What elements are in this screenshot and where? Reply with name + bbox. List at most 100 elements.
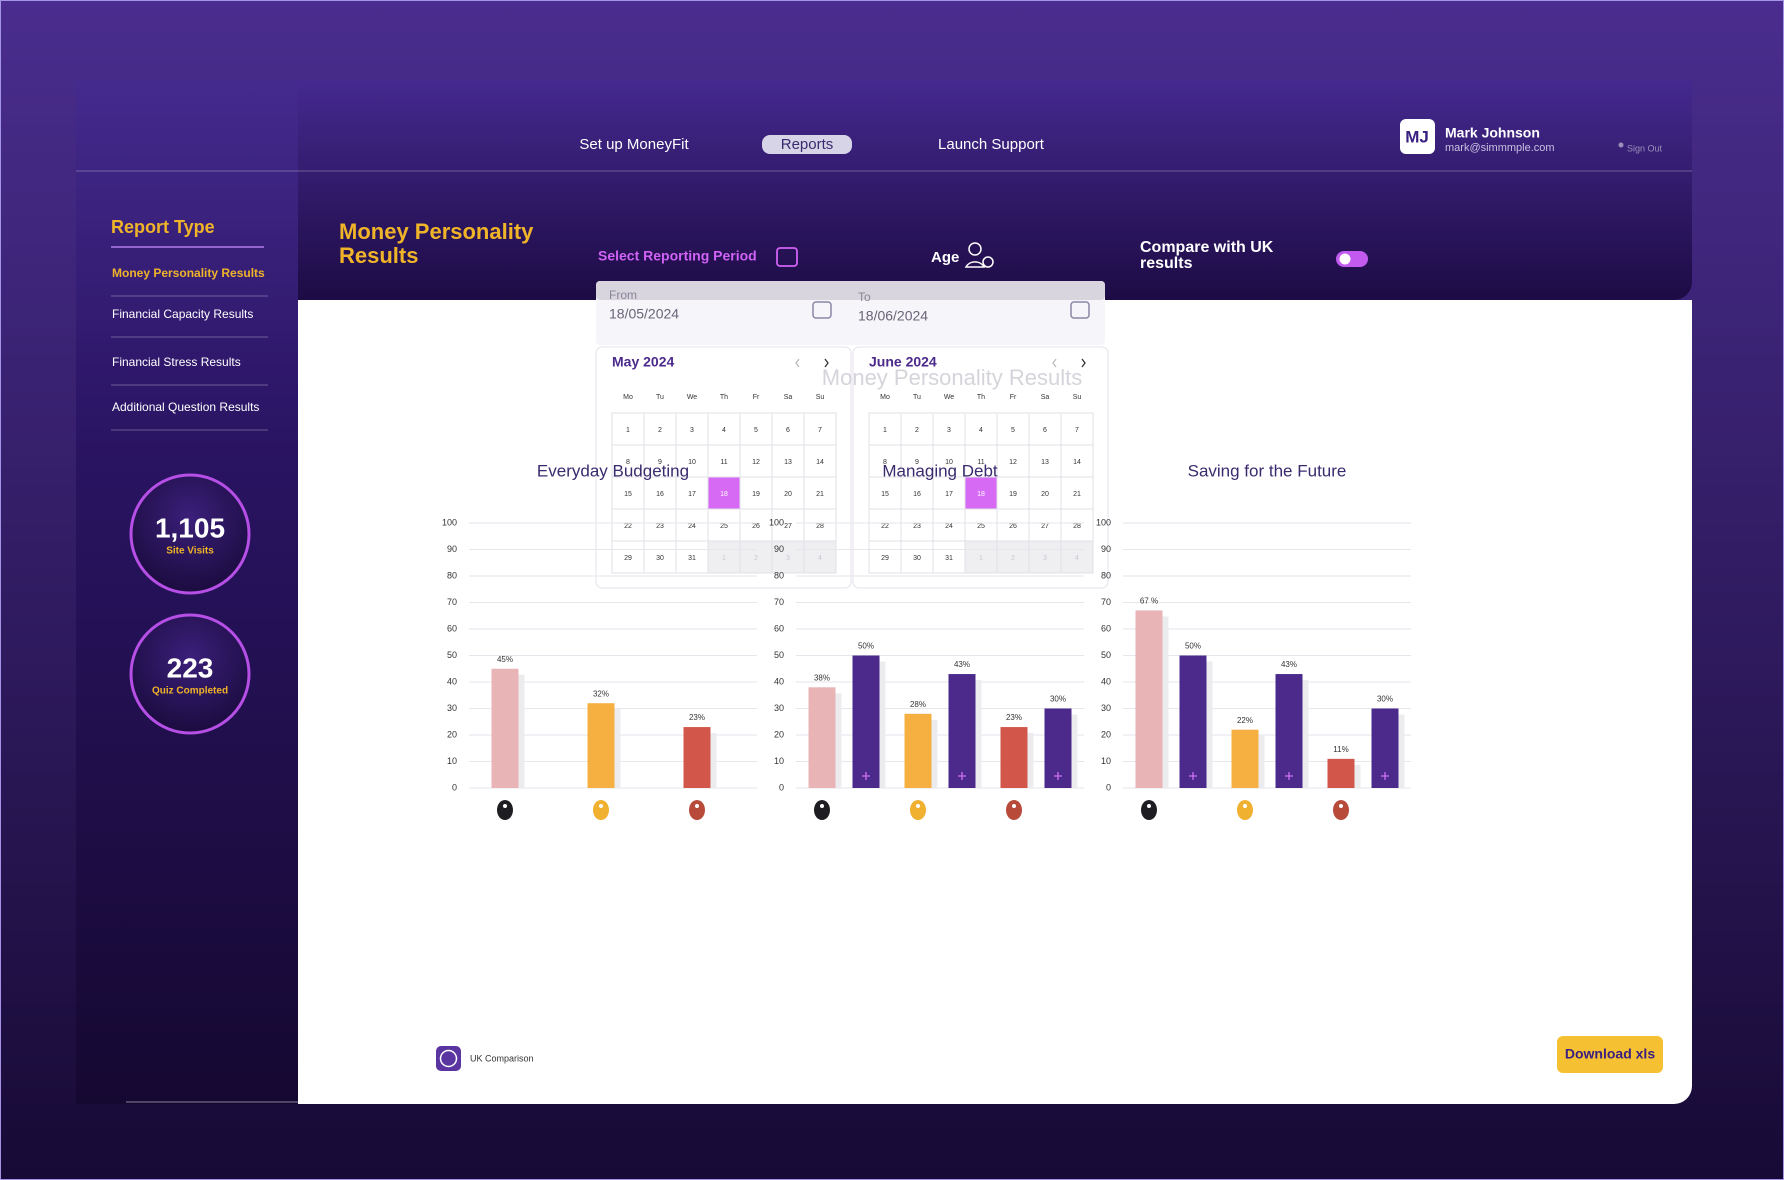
- day-number: 30: [656, 555, 664, 562]
- day-cell[interactable]: [771, 444, 805, 478]
- report-type-item[interactable]: Money Personality Results: [112, 266, 265, 280]
- legend-label: UK Comparison: [470, 1053, 534, 1063]
- period-label[interactable]: Select Reporting Period: [598, 248, 757, 264]
- day-cell[interactable]: [803, 412, 837, 446]
- nav-item[interactable]: Launch Support: [938, 136, 1045, 153]
- download-button[interactable]: [1557, 1036, 1663, 1073]
- day-number: 25: [720, 523, 728, 530]
- weekday: Fr: [1010, 394, 1017, 401]
- stat-value: 223: [167, 652, 214, 683]
- day-cell[interactable]: [739, 412, 773, 446]
- date-input-icon: [812, 301, 832, 319]
- day-cell[interactable]: [1028, 444, 1062, 478]
- bar-plus-icon: [1189, 772, 1197, 780]
- day-cell[interactable]: [964, 412, 998, 446]
- day-number: 4: [722, 427, 726, 434]
- nav-item[interactable]: Set up MoneyFit: [579, 136, 689, 153]
- user-name: Mark Johnson: [1445, 125, 1540, 141]
- age-label[interactable]: Age: [931, 249, 959, 266]
- day-cell[interactable]: [675, 444, 709, 478]
- legend-icon-inner: [439, 1049, 458, 1068]
- day-cell[interactable]: [739, 508, 773, 542]
- report-type-item[interactable]: Financial Stress Results: [112, 355, 241, 369]
- day-cell[interactable]: [996, 444, 1030, 478]
- bar-shadow: [1398, 714, 1405, 788]
- day-cell[interactable]: [868, 476, 902, 510]
- bar: [1275, 674, 1303, 788]
- day-cell[interactable]: [996, 476, 1030, 510]
- day-cell[interactable]: [707, 508, 741, 542]
- day-cell[interactable]: [900, 444, 934, 478]
- nav-item[interactable]: Reports: [781, 136, 834, 153]
- calendar-prev[interactable]: [795, 358, 800, 368]
- day-number: 10: [945, 459, 953, 466]
- date-input-icon: [1070, 301, 1090, 319]
- bar: [904, 713, 932, 788]
- day-number: 1: [626, 427, 630, 434]
- bar-value-label: 30%: [1377, 695, 1393, 704]
- report-type-item[interactable]: Financial Capacity Results: [112, 307, 253, 321]
- day-cell[interactable]: [643, 444, 677, 478]
- calendar-prev[interactable]: [1052, 358, 1057, 368]
- day-cell[interactable]: [611, 508, 645, 542]
- personality-icon-eye: [695, 804, 699, 808]
- bar-value-label: 22%: [1237, 716, 1253, 725]
- from-date[interactable]: 18/05/2024: [609, 306, 679, 322]
- day-cell[interactable]: [900, 412, 934, 446]
- day-cell[interactable]: [868, 540, 902, 574]
- y-tick-label: 60: [1101, 623, 1111, 633]
- date-range-top: [596, 281, 1105, 300]
- personality-icon-eye: [1147, 804, 1151, 808]
- to-date[interactable]: 18/06/2024: [858, 308, 928, 324]
- day-cell[interactable]: [803, 476, 837, 510]
- day-cell[interactable]: [1060, 412, 1094, 446]
- bar: [1135, 610, 1163, 788]
- day-number: 17: [945, 491, 953, 498]
- day-cell[interactable]: [803, 444, 837, 478]
- bar-plus-icon: [958, 772, 966, 780]
- day-cell[interactable]: [739, 476, 773, 510]
- bar-value-label: 38%: [814, 673, 830, 682]
- day-number: 15: [624, 491, 632, 498]
- y-tick-label: 0: [452, 782, 457, 792]
- personality-icon: [1141, 800, 1157, 820]
- weekday: Th: [720, 394, 728, 401]
- day-number: 2: [1011, 555, 1015, 562]
- avatar-initials: MJ: [1405, 127, 1429, 146]
- day-number: 27: [784, 523, 792, 530]
- day-cell[interactable]: [611, 412, 645, 446]
- day-number: 2: [754, 555, 758, 562]
- day-cell[interactable]: [900, 508, 934, 542]
- day-cell[interactable]: [868, 508, 902, 542]
- y-tick-label: 100: [769, 517, 784, 527]
- day-cell[interactable]: [675, 412, 709, 446]
- day-number: 11: [720, 459, 727, 466]
- day-number: 11: [977, 459, 984, 466]
- day-number: 5: [754, 427, 758, 434]
- day-cell[interactable]: [1060, 508, 1094, 542]
- day-cell[interactable]: [675, 540, 709, 574]
- day-cell[interactable]: [1060, 476, 1094, 510]
- sign-out[interactable]: Sign Out: [1627, 143, 1663, 153]
- day-cell: [707, 540, 741, 574]
- bar-plus-icon: [1054, 772, 1062, 780]
- day-cell[interactable]: [932, 540, 966, 574]
- day-cell[interactable]: [803, 508, 837, 542]
- day-cell[interactable]: [1060, 444, 1094, 478]
- calendar-next[interactable]: [1081, 358, 1086, 368]
- report-type-item[interactable]: Additional Question Results: [112, 400, 259, 414]
- bar-value-label: 32%: [593, 689, 609, 698]
- day-cell[interactable]: [675, 476, 709, 510]
- day-cell[interactable]: [675, 508, 709, 542]
- bar-shadow: [1258, 735, 1265, 788]
- bar-value-label: 45%: [497, 655, 513, 664]
- personality-icon: [1333, 800, 1349, 820]
- day-cell[interactable]: [643, 412, 677, 446]
- day-number: 25: [977, 523, 985, 530]
- y-tick-label: 30: [774, 703, 784, 713]
- day-cell[interactable]: [707, 476, 741, 510]
- calendar-next[interactable]: [824, 358, 829, 368]
- download-label[interactable]: Download xls: [1565, 1046, 1655, 1062]
- day-cell[interactable]: [900, 476, 934, 510]
- bar-shadow: [1206, 661, 1213, 788]
